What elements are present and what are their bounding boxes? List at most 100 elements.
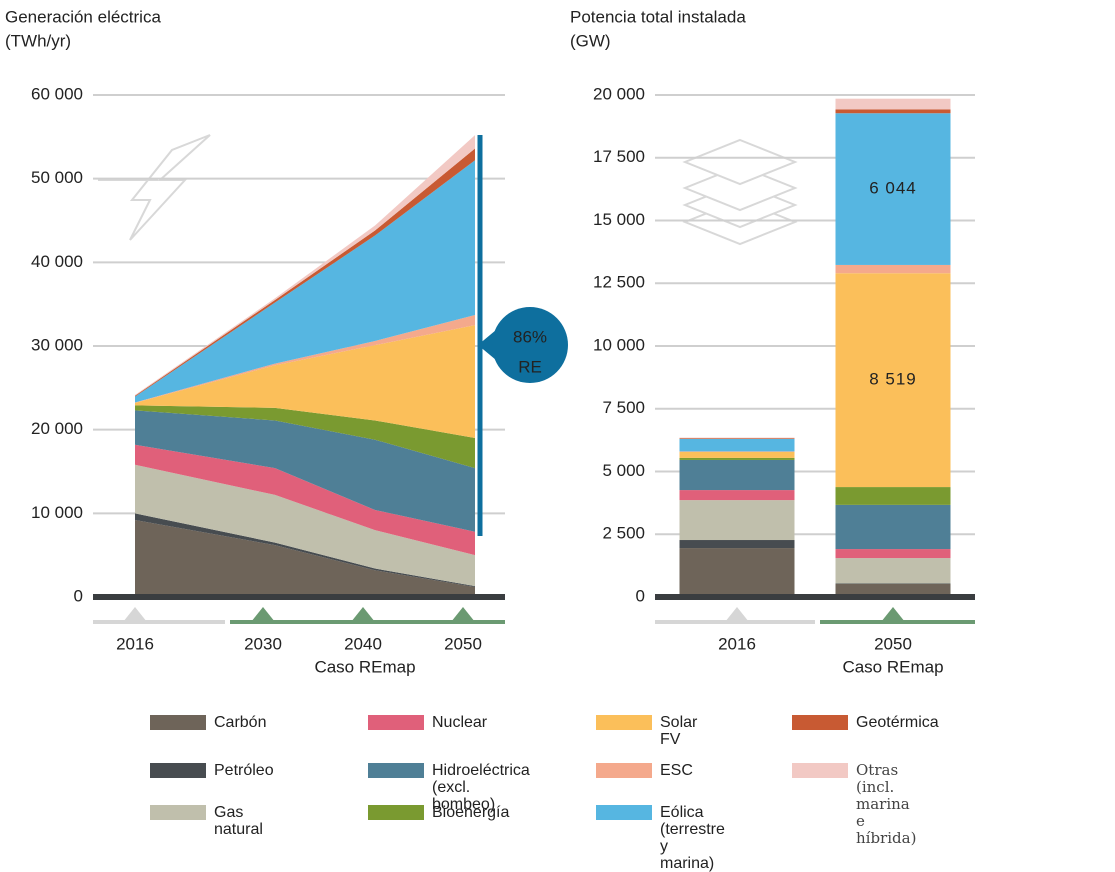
- y-tick-label: 10 000: [593, 335, 645, 354]
- y-tick-label: 30 000: [31, 335, 83, 354]
- chart-title: Potencia total instalada: [570, 7, 746, 26]
- legend-label: Nuclear: [432, 714, 488, 731]
- area: [135, 444, 475, 556]
- legend-swatch: [792, 715, 848, 730]
- bar-segment: [679, 490, 795, 501]
- y-tick-label: 40 000: [31, 252, 83, 271]
- legend-swatch: [368, 715, 424, 730]
- legend-label: Carbón: [214, 714, 267, 731]
- layers-icon: [682, 138, 798, 246]
- x-tick-label: 2016: [718, 634, 756, 653]
- y-axis-label: (TWh/yr): [5, 31, 71, 50]
- x-tick-label: 2030: [244, 634, 282, 653]
- re-bubble: [492, 307, 568, 383]
- legend-label: Hidroeléctrica (excl. bombeo): [432, 762, 530, 813]
- legend-swatch: [150, 805, 206, 820]
- bar-segment: [679, 451, 795, 458]
- y-tick-label: 7 500: [602, 398, 645, 417]
- y-tick-label: 20 000: [31, 419, 83, 438]
- legend-label: ESC: [660, 762, 693, 779]
- y-tick-label: 15 000: [593, 210, 645, 229]
- legend-item: Petróleo: [150, 762, 274, 779]
- chart-title: Generación eléctrica: [5, 7, 161, 26]
- timeline-marker: [251, 607, 275, 622]
- area: [135, 405, 475, 469]
- bar-segment: [835, 264, 951, 274]
- y-tick-label: 0: [636, 586, 645, 605]
- y-tick-label: 2 500: [602, 524, 645, 543]
- bar-segment: [679, 540, 795, 549]
- legend-item: Hidroeléctrica (excl. bombeo): [368, 762, 530, 813]
- bar-segment: [835, 504, 951, 550]
- legend-item: ESC: [596, 762, 693, 779]
- bar-segment: [835, 113, 951, 265]
- timeline-marker: [123, 607, 147, 622]
- area: [135, 520, 475, 597]
- value-label: 8 519: [869, 370, 917, 389]
- x-tick-label: 2040: [344, 634, 382, 653]
- area: [135, 325, 475, 439]
- legend-swatch: [596, 805, 652, 820]
- x-tick-label: 2016: [116, 634, 154, 653]
- legend-item: Otras (incl. marina e híbrida): [792, 762, 916, 847]
- legend-swatch: [150, 763, 206, 778]
- re-pointer: [478, 330, 496, 360]
- bar-segment: [835, 109, 951, 114]
- legend-label: Bioenergía: [432, 804, 510, 821]
- area: [135, 513, 475, 587]
- x-group-label: Caso REmap: [314, 657, 415, 676]
- y-tick-label: 5 000: [602, 461, 645, 480]
- area: [135, 410, 475, 532]
- bar-segment: [679, 451, 795, 452]
- legend-label: Solar FV: [660, 714, 698, 748]
- y-tick-label: 50 000: [31, 168, 83, 187]
- area: [135, 464, 475, 587]
- legend-item: Bioenergía: [368, 804, 509, 821]
- x-tick-label: 2050: [444, 634, 482, 653]
- bar-segment: [835, 487, 951, 505]
- timeline-marker: [351, 607, 375, 622]
- timeline-marker: [725, 607, 749, 622]
- legend-item: Carbón: [150, 714, 266, 731]
- legend-label: Eólica (terrestre y marina): [660, 804, 725, 872]
- bar-segment: [835, 273, 951, 488]
- re-share: 86%: [513, 327, 547, 346]
- bar-segment: [679, 459, 795, 491]
- timeline-marker: [451, 607, 475, 622]
- bar-segment: [835, 583, 951, 597]
- bar-segment: [679, 500, 795, 541]
- y-tick-label: 12 500: [593, 273, 645, 292]
- timeline-marker: [881, 607, 905, 622]
- re-label: RE: [518, 357, 542, 376]
- legend-label: Geotérmica: [856, 714, 939, 731]
- legend-label: Otras (incl. marina e híbrida): [856, 761, 917, 847]
- legend-swatch: [596, 715, 652, 730]
- legend-item: Geotérmica: [792, 714, 939, 731]
- y-tick-label: 17 500: [593, 147, 645, 166]
- page: Generación eléctrica (TWh/yr) 0 10 000 20 00…: [5, 7, 975, 872]
- legend-item: Eólica (terrestre y marina): [596, 804, 725, 872]
- charts: Generación eléctrica (TWh/yr) 0 10 000 20 00…: [5, 7, 975, 676]
- y-tick-label: 60 000: [31, 84, 83, 103]
- value-label: 6 044: [869, 179, 917, 198]
- bar-segment: [835, 549, 951, 559]
- bar-segment: [835, 558, 951, 584]
- legend-swatch: [368, 805, 424, 820]
- bar-segment: [679, 457, 795, 460]
- legend-item: Nuclear: [368, 714, 487, 731]
- y-axis-label: (GW): [570, 31, 611, 50]
- x-group-label: Caso REmap: [842, 657, 943, 676]
- bar-segment: [835, 583, 951, 584]
- legend-swatch: [792, 763, 848, 778]
- legend-label: Petróleo: [214, 762, 274, 779]
- legend-swatch: [596, 763, 652, 778]
- legend-item: Gas natural: [150, 804, 263, 838]
- x-tick-label: 2050: [874, 634, 912, 653]
- bar-segment: [835, 98, 951, 110]
- legend-swatch: [368, 763, 424, 778]
- bar-segment: [679, 438, 795, 439]
- y-tick-label: 10 000: [31, 503, 83, 522]
- legend-swatch: [150, 715, 206, 730]
- legend-label: Gas natural: [214, 804, 263, 838]
- bar-segment: [679, 438, 795, 452]
